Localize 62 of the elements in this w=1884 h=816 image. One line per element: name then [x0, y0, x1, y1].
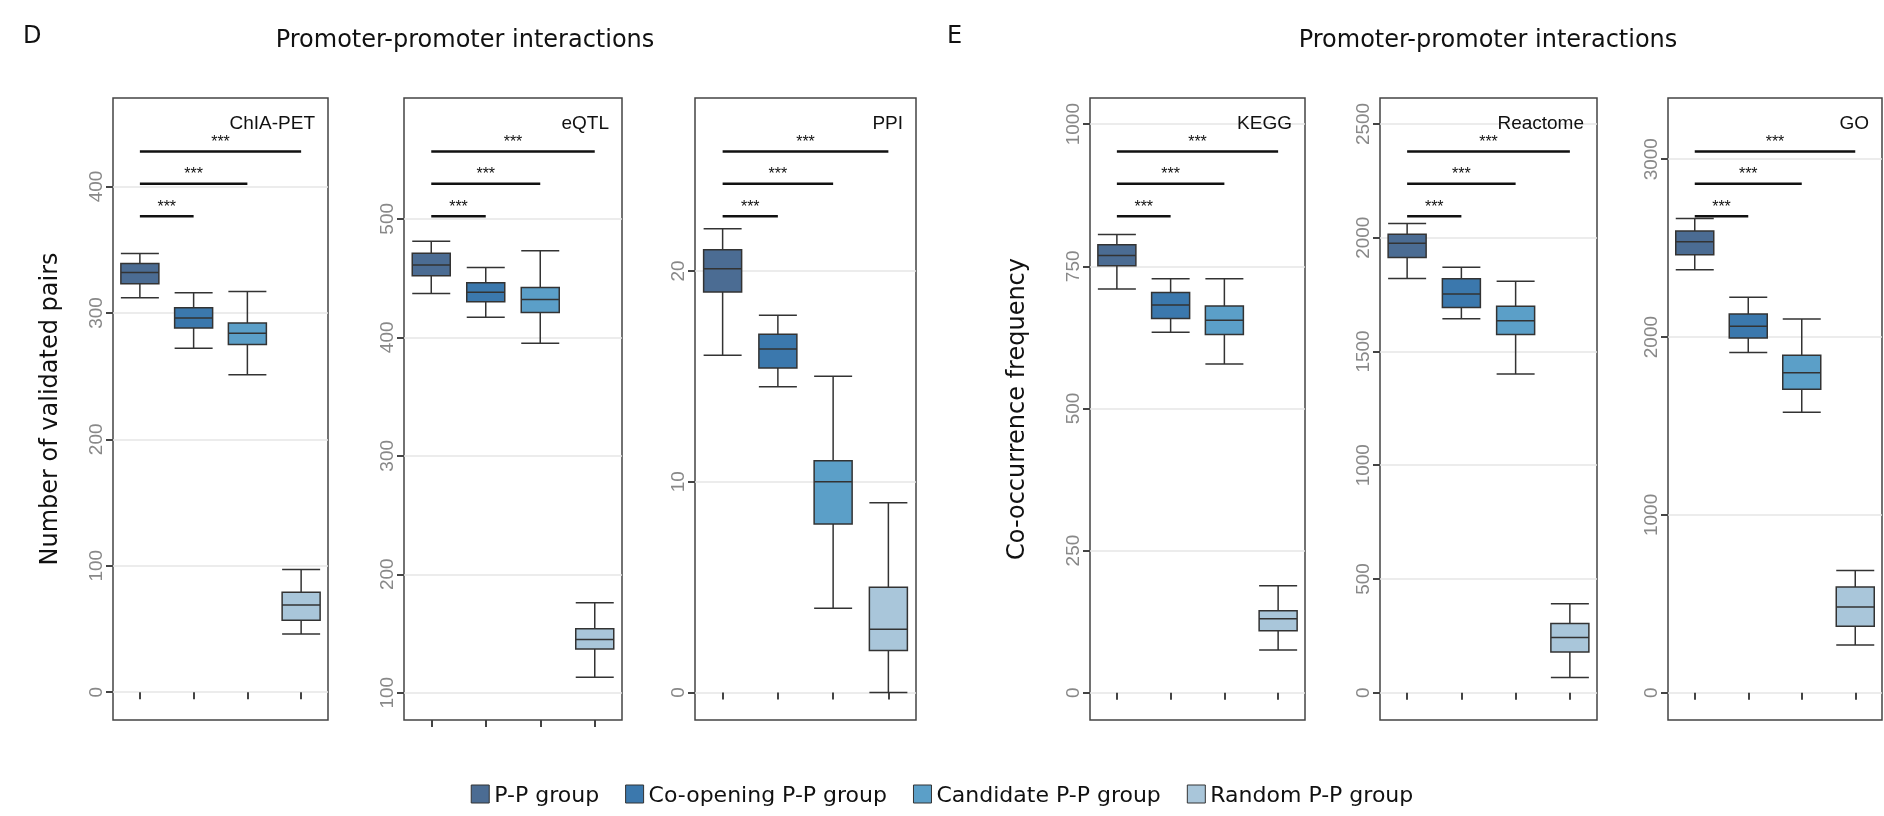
text: PPI	[872, 112, 903, 133]
annotation: ***	[1452, 165, 1471, 183]
legend-label: Co-opening P-P group	[648, 781, 887, 807]
annotation: ***	[768, 165, 788, 183]
y-tick-label: 20	[667, 260, 688, 282]
chart-title: E	[947, 21, 963, 49]
annotation: ***	[503, 132, 523, 150]
text: GO	[1839, 112, 1869, 133]
annotation: ***	[1424, 197, 1444, 215]
legend-label: P-P group	[494, 781, 600, 807]
annotation: ***	[1765, 132, 1785, 150]
annotation: ***	[796, 132, 815, 150]
y-tick-label: 100	[376, 676, 397, 709]
annotation: ***	[449, 197, 468, 215]
y-tick-label: 2000	[1352, 216, 1373, 259]
y-tick-label: 1000	[1640, 493, 1661, 537]
annotation: ***	[740, 197, 760, 215]
chart-title: D	[23, 21, 42, 49]
y-tick-label: 200	[376, 558, 397, 591]
y-tick-label: 750	[1062, 250, 1083, 283]
annotation: ***	[184, 165, 203, 183]
chart-title: Promoter-promoter interactions	[1298, 25, 1678, 53]
annotation: ***	[157, 197, 177, 215]
annotation: ***	[1479, 132, 1498, 150]
y-tick-label: 400	[376, 321, 397, 354]
y-tick-label: 10	[667, 471, 688, 493]
annotation: ***	[1188, 132, 1207, 150]
y-tick-label: 0	[85, 686, 106, 698]
annotation: ***	[476, 165, 496, 183]
y-tick-label: 3000	[1640, 138, 1661, 181]
y-tick-label: 0	[667, 687, 688, 698]
y-tick-label: 300	[85, 297, 106, 329]
y-tick-label: 1000	[1352, 444, 1373, 487]
y-tick-label: 0	[1640, 687, 1661, 699]
annotation: ***	[1161, 165, 1180, 183]
legend-label: Random P-P group	[1210, 781, 1414, 807]
y-axis-title: Number of validated pairs	[35, 252, 63, 566]
text: eQTL	[561, 112, 610, 133]
text: KEGG	[1237, 112, 1292, 133]
y-tick-label: 2500	[1352, 102, 1373, 146]
y-tick-label: 400	[85, 170, 106, 203]
y-tick-label: 2000	[1640, 315, 1661, 359]
chart-title: Promoter-promoter interactions	[275, 25, 655, 53]
y-tick-label: 0	[1062, 687, 1083, 698]
legend-label: Candidate P-P group	[936, 781, 1161, 807]
annotation: ***	[1738, 165, 1758, 183]
y-tick-label: 1000	[1062, 103, 1083, 146]
y-tick-label: 500	[1062, 392, 1083, 425]
y-tick-label: 500	[1352, 563, 1373, 595]
y-tick-label: 250	[1062, 534, 1083, 567]
y-tick-label: 200	[85, 423, 106, 456]
text: ChIA-PET	[229, 112, 316, 133]
y-axis-title: Co-occurrence frequency	[1002, 257, 1030, 561]
annotation: ***	[1712, 197, 1731, 215]
annotation: ***	[1134, 197, 1154, 215]
annotation: ***	[211, 132, 230, 150]
y-tick-label: 0	[1352, 687, 1373, 698]
y-tick-label: 100	[85, 549, 106, 582]
text: Reactome	[1497, 112, 1585, 133]
y-tick-label: 500	[376, 202, 397, 235]
y-tick-label: 1500	[1352, 330, 1373, 373]
y-tick-label: 300	[376, 439, 397, 472]
